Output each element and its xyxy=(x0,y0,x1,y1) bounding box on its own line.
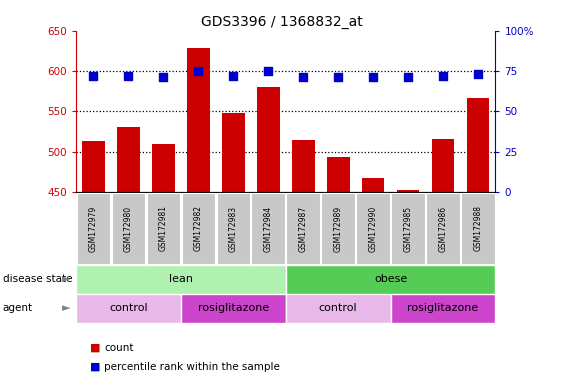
Bar xyxy=(76,294,181,323)
Bar xyxy=(181,294,286,323)
Bar xyxy=(76,265,286,294)
Text: GSM172982: GSM172982 xyxy=(194,205,203,252)
Bar xyxy=(222,113,245,192)
Point xyxy=(404,74,413,81)
Text: GSM172986: GSM172986 xyxy=(439,205,448,252)
Bar xyxy=(286,265,495,294)
Bar xyxy=(467,98,489,192)
Bar xyxy=(252,194,285,264)
Bar xyxy=(187,48,209,192)
Text: GSM172979: GSM172979 xyxy=(89,205,98,252)
Text: rosiglitazone: rosiglitazone xyxy=(408,303,479,313)
Point xyxy=(194,68,203,74)
Text: lean: lean xyxy=(169,274,193,285)
Text: GDS3396 / 1368832_at: GDS3396 / 1368832_at xyxy=(200,15,363,29)
Bar xyxy=(321,194,355,264)
Bar xyxy=(292,140,315,192)
Bar xyxy=(397,190,419,192)
Bar xyxy=(82,141,105,192)
Bar xyxy=(356,194,390,264)
Text: GSM172988: GSM172988 xyxy=(473,205,482,252)
Bar xyxy=(117,127,140,192)
Bar xyxy=(257,87,280,192)
Bar xyxy=(181,194,215,264)
Text: disease state: disease state xyxy=(3,274,72,285)
Text: percentile rank within the sample: percentile rank within the sample xyxy=(104,362,280,372)
Bar xyxy=(362,178,385,192)
Bar xyxy=(426,194,460,264)
Point xyxy=(263,68,272,74)
Text: obese: obese xyxy=(374,274,407,285)
Bar xyxy=(146,194,180,264)
Point xyxy=(299,74,308,81)
Bar xyxy=(152,144,175,192)
Text: ■: ■ xyxy=(90,362,101,372)
Text: rosiglitazone: rosiglitazone xyxy=(198,303,269,313)
Text: agent: agent xyxy=(3,303,33,313)
Text: GSM172984: GSM172984 xyxy=(263,205,272,252)
Bar xyxy=(287,194,320,264)
Bar xyxy=(391,294,495,323)
Point xyxy=(473,71,482,77)
Point xyxy=(89,73,98,79)
Text: ►: ► xyxy=(62,274,70,285)
Bar xyxy=(461,194,495,264)
Text: GSM172987: GSM172987 xyxy=(299,205,308,252)
Text: GSM172980: GSM172980 xyxy=(124,205,133,252)
Bar xyxy=(391,194,425,264)
Bar xyxy=(217,194,250,264)
Point xyxy=(439,73,448,79)
Text: count: count xyxy=(104,343,133,353)
Text: ■: ■ xyxy=(90,343,101,353)
Bar xyxy=(286,294,391,323)
Point xyxy=(124,73,133,79)
Point xyxy=(334,74,343,81)
Text: GSM172990: GSM172990 xyxy=(369,205,378,252)
Text: GSM172989: GSM172989 xyxy=(334,205,343,252)
Point xyxy=(229,73,238,79)
Text: control: control xyxy=(109,303,148,313)
Bar xyxy=(432,139,454,192)
Point xyxy=(159,74,168,81)
Text: GSM172985: GSM172985 xyxy=(404,205,413,252)
Text: ►: ► xyxy=(62,303,70,313)
Bar xyxy=(327,157,350,192)
Point xyxy=(369,74,378,81)
Text: GSM172983: GSM172983 xyxy=(229,205,238,252)
Bar xyxy=(77,194,110,264)
Text: control: control xyxy=(319,303,358,313)
Text: GSM172981: GSM172981 xyxy=(159,205,168,252)
Bar xyxy=(111,194,145,264)
